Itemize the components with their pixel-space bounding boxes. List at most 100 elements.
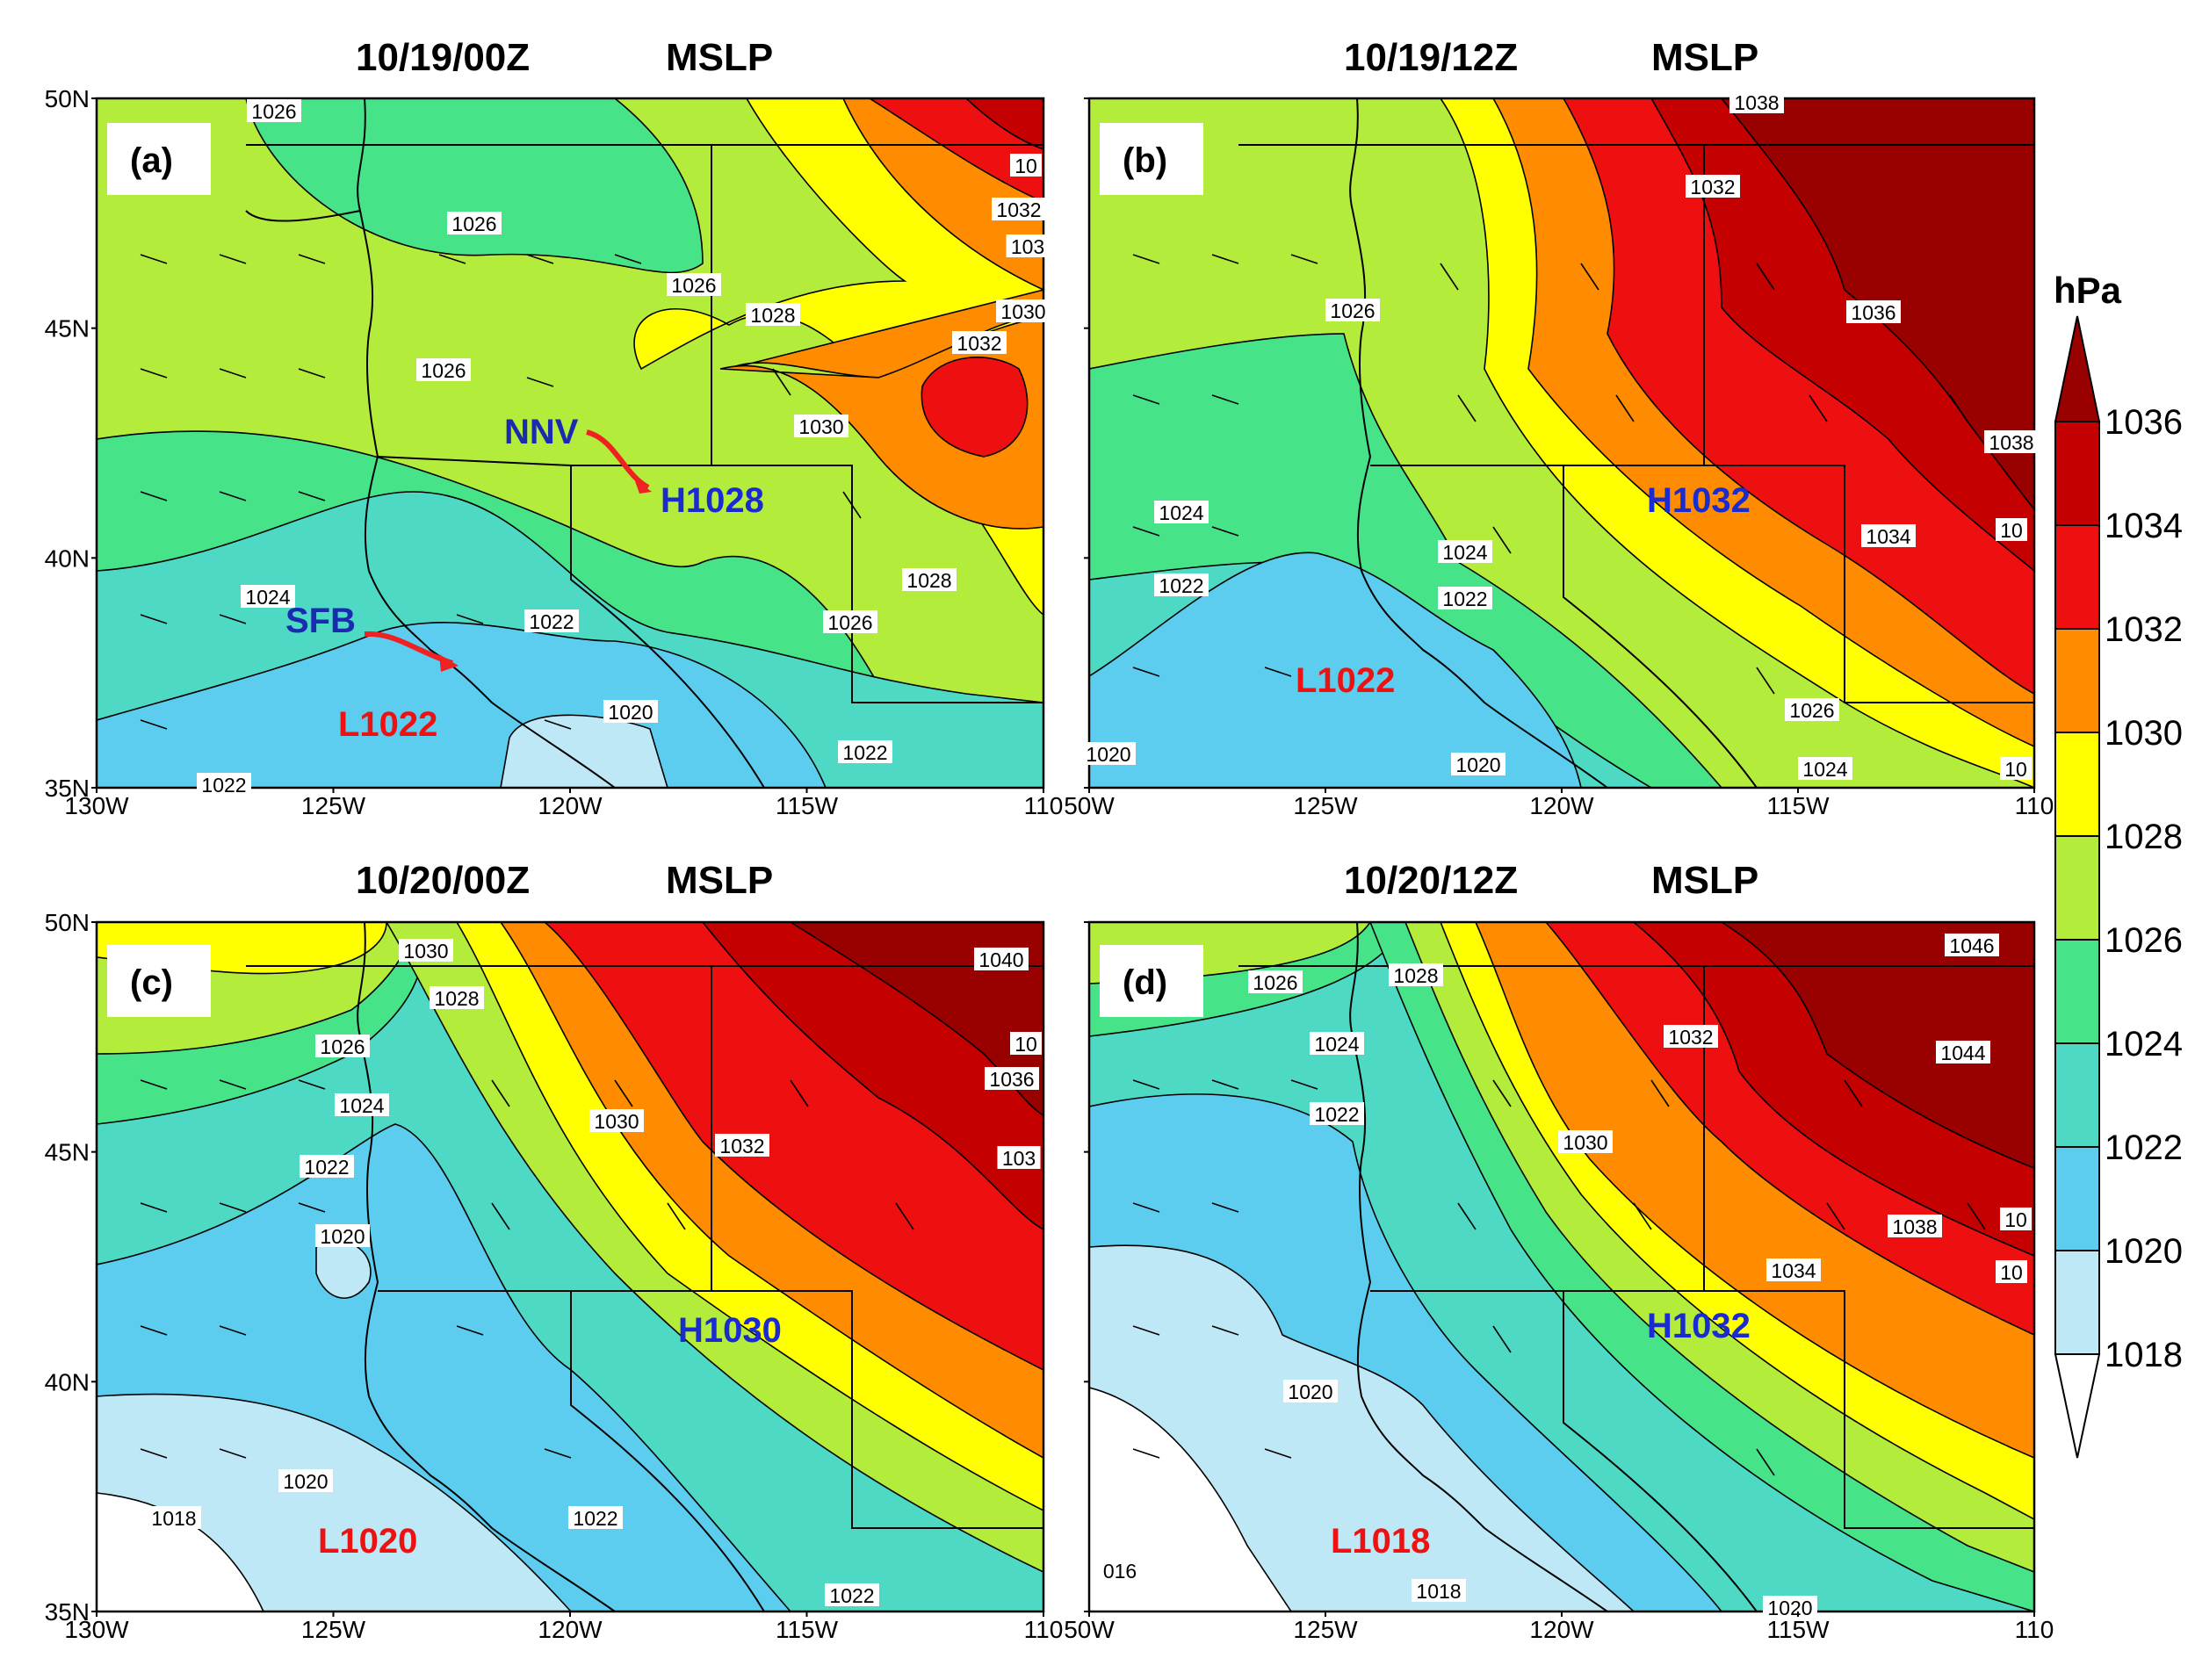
colorbar-segment [2054, 732, 2100, 837]
contour-label: 1032 [957, 332, 1001, 355]
contour-label-box [1945, 934, 1999, 956]
contour-label-box [1010, 154, 1042, 177]
contour-label: 1020 [1767, 1597, 1812, 1619]
contour-label: 1022 [842, 741, 887, 764]
contour-label-box [1798, 757, 1852, 780]
panel-d: 10/20/12Z MSLP [1087, 859, 2036, 1619]
contour-label-box [1984, 430, 2039, 453]
contour-label: 10 [2004, 1208, 2027, 1231]
contour-label: 10 [2000, 1261, 2023, 1284]
panel-a-letter-box [107, 123, 211, 195]
contour-label-box [1438, 587, 1492, 609]
panel-c-letter-box [107, 945, 211, 1017]
lat-tick-label: 50N [45, 909, 90, 936]
contour-label: 1024 [1802, 758, 1847, 781]
contour-label: 1032 [1668, 1026, 1713, 1049]
panel-a: 10/19/00Z MSLP [95, 36, 1051, 797]
contour-label-box [952, 331, 1007, 354]
contour-label: 1022 [529, 610, 574, 633]
contour-label: 1024 [245, 586, 290, 609]
panel-b-letter: (b) [1123, 141, 1167, 180]
panel-c-high-center: H1030 [678, 1311, 782, 1350]
lat-tick-label: 40N [45, 1368, 90, 1395]
contour-label: 1026 [451, 213, 496, 235]
contour-label: 1030 [1000, 300, 1045, 323]
panel-a-high-center: H1028 [661, 481, 764, 520]
lon-tick-label: 110 [2015, 1616, 2054, 1643]
contour-label-box [399, 939, 453, 962]
contour-label-box [1936, 1041, 1990, 1064]
colorbar-segment [2054, 1042, 2100, 1148]
lon-tick-label: 115W [776, 792, 839, 819]
lon-tick-label: 120W [538, 1616, 603, 1643]
panel-d-wind-barbs [1132, 1079, 1986, 1476]
contour-label: 1038 [1989, 431, 2033, 454]
contour-label-box [974, 948, 1029, 970]
colorbar-unit: hPa [2054, 270, 2122, 311]
contour-label: 1026 [1789, 699, 1834, 722]
contour-label-box [568, 1506, 623, 1529]
contour-label: 10 [2000, 519, 2023, 542]
contour-label: 1022 [304, 1156, 349, 1179]
colorbar-tick-label: 1018 [2105, 1336, 2183, 1374]
panel-b-field: MSLP [1651, 36, 1758, 79]
contour-label-box [1664, 1025, 1718, 1048]
contour-label-box [1763, 1596, 1817, 1619]
contour-label: 1030 [1563, 1131, 1607, 1154]
contour-label-box [1154, 573, 1209, 596]
contour-label-box [746, 303, 800, 326]
colorbar-segment [2054, 524, 2100, 630]
contour-label: 1026 [1253, 971, 1297, 994]
panel-d-letter-box [1100, 945, 1203, 1017]
contour-label: 1026 [827, 611, 872, 634]
contour-label-box [1006, 234, 1050, 257]
lon-tick-label: 130W [64, 792, 129, 819]
panel-a-fill [97, 98, 1043, 788]
panel-c-field: MSLP [666, 859, 773, 902]
contour-label: 1034 [1771, 1259, 1816, 1282]
contour-label-box [902, 568, 957, 591]
contour-label: 1036 [989, 1068, 1034, 1091]
lat-tick-label: 40N [45, 544, 90, 572]
lon-tick-label: 125W [301, 1616, 366, 1643]
contour-label: 1022 [201, 774, 246, 797]
contour-label-box [589, 1109, 644, 1132]
colorbar-segment [2054, 1250, 2100, 1355]
colorbar: hPa 1036 1034 1032 1030 1028 1026 1024 1022 1020… [2054, 270, 2183, 1459]
contour-label: 1024 [1314, 1033, 1359, 1056]
contour-label: 1026 [1330, 299, 1375, 322]
contour-label: 1024 [1159, 501, 1203, 524]
contour-label-box [1846, 300, 1901, 323]
contour-label-box [1098, 1559, 1142, 1582]
contour-label-box [315, 1035, 370, 1057]
contour-label-box [1996, 1260, 2027, 1283]
contour-label: 103 [1002, 1147, 1036, 1170]
contour-label-box [1412, 1579, 1466, 1602]
contour-label: 016 [1103, 1560, 1137, 1583]
contour-label: 1022 [1314, 1103, 1359, 1126]
contour-label: 1032 [719, 1135, 764, 1157]
contour-label: 1030 [798, 415, 843, 438]
panel-d-letter: (d) [1123, 963, 1167, 1002]
contour-label-box [1861, 524, 1916, 547]
contour-label-box [2000, 757, 2032, 780]
contour-label-box [430, 986, 484, 1009]
panel-c-fill [97, 922, 1043, 1612]
contour-label-box [1248, 970, 1303, 993]
contour-label-box [241, 585, 295, 608]
lon-tick-label: 130W [64, 1616, 129, 1643]
contour-label-box [838, 740, 892, 763]
contour-label: 1028 [906, 569, 951, 592]
panel-b-coastline [1238, 98, 2034, 788]
colorbar-tick-label: 1022 [2105, 1128, 2183, 1167]
lat-tick-label: 45N [45, 315, 90, 342]
contour-label-box [1154, 501, 1209, 523]
colorbar-bottom-triangle [2054, 1353, 2101, 1459]
panel-a-field: MSLP [666, 36, 773, 79]
lon-tick-label: 110 [1024, 1616, 1064, 1643]
contour-label-box [2000, 1208, 2032, 1230]
colorbar-segment [2054, 1146, 2100, 1251]
contour-label-box [1451, 753, 1505, 775]
panel-d-low-center: L1018 [1331, 1522, 1430, 1561]
colorbar-tick-label: 1034 [2105, 507, 2183, 545]
